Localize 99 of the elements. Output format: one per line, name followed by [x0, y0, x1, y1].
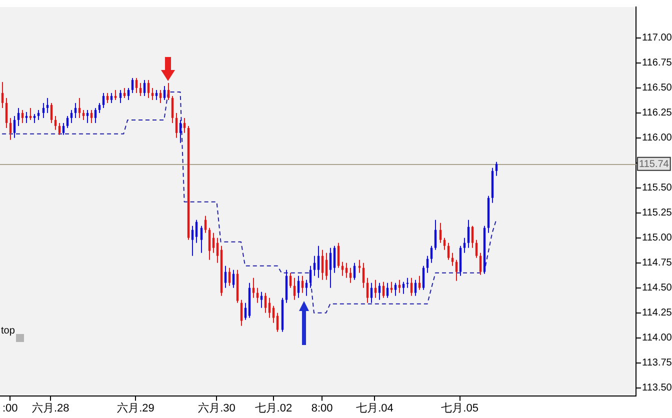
x-tick-label: 七月.02 [254, 401, 292, 414]
candlestick [321, 249, 324, 280]
candlestick [301, 275, 304, 294]
x-tick-label: 七月.04 [356, 401, 394, 414]
candlestick [467, 219, 470, 248]
candlestick [175, 112, 178, 138]
candlestick [309, 265, 312, 288]
candlestick [216, 237, 219, 264]
candlestick [167, 82, 170, 100]
y-tick-label: 116.50 [642, 82, 672, 94]
candlestick [378, 282, 381, 300]
candlestick [200, 225, 203, 254]
candlestick [333, 245, 336, 274]
y-tick-label: 116.25 [642, 108, 672, 119]
candlestick [191, 225, 194, 256]
x-tick-label: :00 [2, 402, 18, 414]
candlestick [131, 77, 134, 94]
candlestick [272, 305, 275, 324]
candlestick [479, 252, 482, 276]
x-tick-label: 8:00 [311, 402, 333, 414]
candlestick [434, 219, 437, 250]
candlestick [147, 79, 150, 98]
candlestick [362, 262, 365, 288]
candlestick [179, 119, 182, 144]
candlestick [102, 92, 105, 108]
candlestick [289, 272, 292, 288]
candlestick [244, 302, 247, 320]
candlestick [204, 215, 207, 234]
candlestick [94, 107, 97, 124]
candlestick [1, 81, 4, 108]
candlestick [439, 222, 442, 244]
candlestick [443, 237, 446, 250]
candlestick [455, 259, 458, 282]
candlestick [447, 242, 450, 260]
y-tick-label: 117.00 [642, 32, 672, 44]
y-tick-label: 114.50 [642, 282, 672, 294]
candlestick [54, 115, 57, 130]
candlestick [495, 161, 498, 176]
candlestick [325, 252, 328, 280]
candlestick [240, 299, 243, 326]
candlestick [127, 87, 130, 100]
y-tick-label: 115.25 [642, 208, 672, 219]
candlestick [228, 267, 231, 286]
y-tick-label: 113.50 [642, 382, 672, 394]
y-tick-label: 114.00 [642, 332, 672, 344]
candlestick [414, 279, 417, 296]
candlestick [264, 292, 267, 314]
candlestick [62, 122, 65, 136]
candlestick [163, 85, 166, 100]
candlestick [471, 225, 474, 248]
y-tick-label: 114.25 [642, 308, 672, 319]
candlestick [426, 255, 429, 274]
candlestick [317, 245, 320, 278]
candlestick [293, 277, 296, 300]
candlestick [353, 262, 356, 280]
candlestick [329, 247, 332, 288]
candlestick [285, 269, 288, 304]
candlestick [268, 297, 271, 318]
y-tick-label: 115.50 [642, 182, 672, 194]
x-tick-label: 七月.05 [441, 401, 478, 414]
line-series [2, 91, 497, 314]
candlestick [195, 219, 198, 244]
candlestick [224, 265, 227, 288]
candlestick [66, 115, 69, 128]
candlestick [337, 242, 340, 268]
candlestick [276, 312, 279, 332]
y-tick-label: 115.00 [642, 232, 672, 244]
y-tick-label: 114.75 [642, 258, 672, 269]
candlestick [13, 115, 16, 138]
candlestick [382, 281, 385, 298]
candlestick [17, 107, 20, 126]
candlestick [143, 79, 146, 96]
candlestick [313, 255, 316, 276]
ref-line-label: 115.74 [639, 159, 670, 170]
candlestick [58, 122, 61, 136]
candlestick [50, 102, 53, 124]
x-tick-label: 六月.30 [198, 401, 236, 414]
candlestick [366, 277, 369, 304]
candlestick [171, 95, 174, 124]
candlestick [9, 117, 12, 140]
candlestick [297, 275, 300, 298]
candlestick [5, 97, 8, 128]
candlestick [135, 77, 138, 94]
candlestick [430, 245, 433, 264]
annotation: top [1, 326, 16, 337]
candlestick [386, 282, 389, 298]
candlestick [410, 277, 413, 296]
y-tick-label: 116.00 [642, 132, 672, 144]
x-tick-label: 六月.28 [32, 401, 70, 414]
candlestick [232, 269, 235, 288]
candlestick [212, 232, 215, 254]
candlestick [370, 282, 373, 304]
y-tick-label: 113.75 [642, 358, 672, 369]
candlestick [422, 265, 425, 290]
candlestick [475, 239, 478, 258]
x-tick-label: 六月.29 [117, 401, 154, 414]
candlestick [208, 227, 211, 260]
y-tick-label: 116.75 [642, 58, 672, 69]
candlestick [459, 245, 462, 276]
